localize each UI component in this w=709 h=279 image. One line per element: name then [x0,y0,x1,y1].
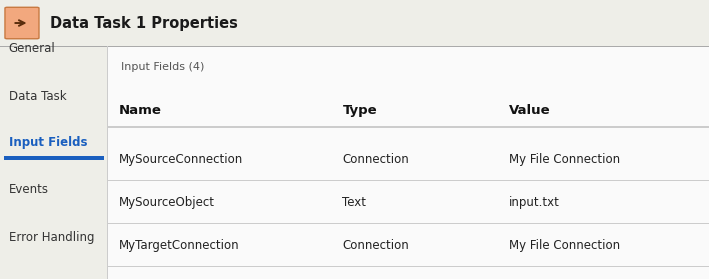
Text: input.txt: input.txt [509,196,560,209]
Bar [108,46,709,279]
Bar [108,223,709,224]
Text: Type: Type [342,104,377,117]
Text: MySourceConnection: MySourceConnection [119,153,243,165]
Text: Error Handling: Error Handling [9,231,94,244]
Text: General: General [9,42,55,55]
Text: My File Connection: My File Connection [509,153,620,165]
Text: Value: Value [509,104,551,117]
Text: MySourceObject: MySourceObject [119,196,215,209]
Text: Connection: Connection [342,153,409,165]
Bar [0,0,709,46]
Text: Data Task 1 Properties: Data Task 1 Properties [50,16,238,30]
Bar [108,266,709,267]
Bar [4,156,104,160]
Text: MyTargetConnection: MyTargetConnection [119,239,240,252]
Text: Input Fields (4): Input Fields (4) [121,62,204,72]
Text: My File Connection: My File Connection [509,239,620,252]
Text: Connection: Connection [342,239,409,252]
Text: Data Task: Data Task [9,90,67,103]
Bar [108,126,709,128]
Text: Name: Name [119,104,162,117]
Bar [107,46,108,279]
FancyBboxPatch shape [5,7,39,39]
Text: Events: Events [9,183,49,196]
Bar [108,180,709,181]
Bar [0,46,108,279]
Text: Input Fields: Input Fields [9,136,87,149]
Bar [0,46,709,47]
Text: Text: Text [342,196,367,209]
